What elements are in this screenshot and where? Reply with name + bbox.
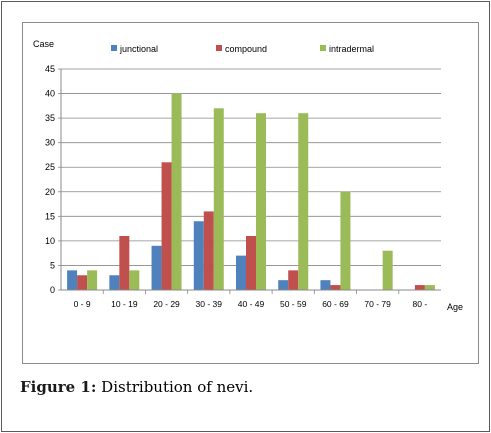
bar-intradermal (213, 108, 224, 291)
x-tick-label: 10 - 19 (111, 299, 138, 309)
y-tick-label: 20 (45, 187, 55, 197)
x-tick-label: 70 - 79 (364, 299, 391, 309)
x-tick-label: 40 - 49 (238, 299, 265, 309)
caption-label: Figure 1: (20, 378, 97, 396)
caption-text: Distribution of nevi. (101, 378, 254, 396)
bar-junctional (320, 280, 331, 290)
bar-compound (119, 235, 130, 290)
x-tick-label: 30 - 39 (196, 299, 223, 309)
chart-area: Case Age 0 5 10 15 20 25 30 35 40 45 0 - 9 10 - 19 2… (22, 22, 479, 364)
legend-label-intradermal: intradermal (329, 44, 374, 54)
figure-caption: Figure 1: Distribution of nevi. (20, 378, 253, 396)
bar-junctional (151, 245, 162, 290)
y-tick-label: 45 (45, 64, 55, 74)
bar-junctional (278, 280, 289, 290)
bar-intradermal (129, 270, 140, 290)
bar-junctional (109, 275, 120, 290)
bar-compound (161, 162, 172, 290)
legend-label-compound: compound (225, 44, 267, 54)
x-tick-label: 50 - 59 (280, 299, 307, 309)
y-tick-label: 25 (45, 162, 55, 172)
bar-intradermal (256, 113, 266, 290)
bar-chart: Case Age 0 5 10 15 20 25 30 35 40 45 0 - 9 10 - 19 2… (33, 39, 463, 312)
legend-swatch-intradermal (320, 45, 326, 51)
bar-junctional (67, 270, 78, 290)
x-tick-label: 0 - 9 (74, 299, 91, 309)
y-tick-label: 0 (50, 285, 55, 295)
bar-intradermal (298, 113, 309, 290)
y-tick-label: 5 (50, 260, 55, 270)
x-tick-label: 80 - (413, 299, 428, 309)
bar-compound (288, 270, 299, 290)
bar-junctional (193, 221, 204, 290)
y-tick-label: 10 (45, 236, 55, 246)
bar-compound (77, 275, 88, 290)
legend-swatch-compound (216, 45, 222, 51)
bar-compound (330, 285, 341, 290)
y-tick-label: 40 (45, 89, 55, 99)
bar-compound (246, 235, 256, 290)
bar-intradermal (340, 191, 351, 290)
y-axis-label: Case (33, 39, 54, 49)
bar-compound (203, 211, 214, 290)
legend-swatch-junctional (111, 45, 117, 51)
y-tick-label: 35 (45, 113, 55, 123)
bar-compound (414, 285, 425, 290)
bar-intradermal (382, 250, 393, 290)
bar-intradermal (87, 270, 98, 290)
bar-junctional (236, 255, 246, 290)
y-tick-label: 30 (45, 138, 55, 148)
legend-label-junctional: junctional (119, 44, 158, 54)
bar-intradermal (171, 93, 182, 290)
x-tick-label: 60 - 69 (322, 299, 349, 309)
x-tick-label: 20 - 29 (153, 299, 180, 309)
bar-intradermal (424, 285, 435, 290)
axes: 0 5 10 15 20 25 30 35 40 45 0 - 9 10 - 19 20 - 29 30 … (45, 64, 441, 309)
bars (67, 93, 435, 291)
y-tick-label: 15 (45, 211, 55, 221)
x-axis-label: Age (447, 302, 463, 312)
legend: junctional compound intradermal (111, 44, 374, 54)
